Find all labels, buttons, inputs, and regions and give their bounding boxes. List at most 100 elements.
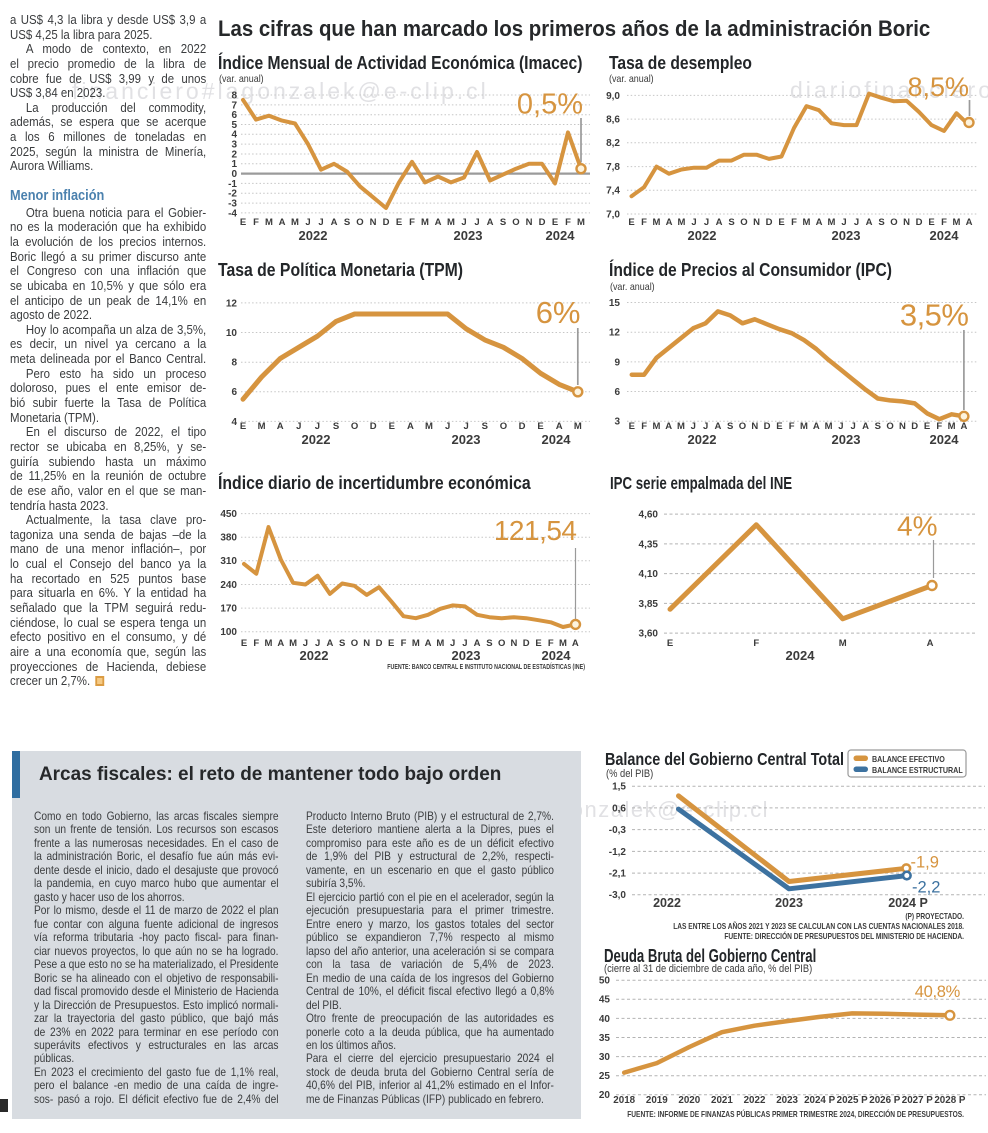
svg-text:N: N [370, 217, 377, 228]
svg-text:A: A [326, 638, 333, 649]
svg-text:2024: 2024 [542, 648, 572, 663]
svg-text:5: 5 [231, 120, 237, 131]
svg-text:M: M [803, 217, 811, 228]
svg-text:BALANCE ESTRUCTURAL: BALANCE ESTRUCTURAL [872, 766, 963, 775]
svg-text:A: A [277, 638, 284, 649]
svg-text:2027 P: 2027 P [902, 1095, 934, 1106]
svg-text:O: O [356, 217, 363, 228]
svg-text:J: J [462, 638, 467, 649]
svg-text:M: M [953, 217, 961, 228]
svg-text:-2,2: -2,2 [912, 879, 940, 897]
svg-text:-0,3: -0,3 [609, 825, 627, 836]
svg-text:6: 6 [231, 110, 237, 121]
svg-text:2024: 2024 [546, 228, 576, 243]
svg-text:J: J [691, 421, 696, 432]
svg-text:A: A [331, 217, 338, 228]
svg-text:8: 8 [231, 90, 237, 101]
svg-text:F: F [641, 217, 647, 228]
svg-text:4,60: 4,60 [639, 510, 659, 521]
svg-text:6%: 6% [536, 295, 581, 330]
svg-text:E: E [388, 638, 394, 649]
svg-text:450: 450 [220, 509, 237, 520]
svg-text:4%: 4% [897, 511, 937, 542]
svg-text:D: D [911, 421, 918, 432]
svg-text:2024 P: 2024 P [804, 1095, 836, 1106]
svg-text:S: S [482, 421, 488, 432]
svg-text:-1: -1 [228, 179, 237, 190]
svg-text:3,60: 3,60 [639, 629, 659, 640]
svg-text:2023: 2023 [775, 896, 803, 910]
svg-text:N: N [751, 421, 758, 432]
svg-text:2022: 2022 [299, 228, 328, 243]
svg-text:J: J [315, 638, 320, 649]
svg-text:E: E [776, 421, 782, 432]
svg-text:A: A [714, 421, 721, 432]
svg-text:S: S [875, 421, 881, 432]
svg-text:2024: 2024 [542, 432, 572, 447]
svg-text:N: N [526, 217, 533, 228]
svg-text:M: M [574, 421, 582, 432]
svg-text:S: S [344, 217, 350, 228]
svg-text:O: O [890, 217, 897, 228]
svg-text:15: 15 [609, 298, 621, 309]
svg-text:2023: 2023 [832, 228, 861, 243]
svg-text:2022: 2022 [300, 648, 329, 663]
svg-text:7,4: 7,4 [606, 186, 620, 197]
svg-text:2023: 2023 [776, 1095, 798, 1106]
svg-text:S: S [728, 217, 734, 228]
svg-text:LAS ENTRE LOS AÑOS 2021 Y 2023: LAS ENTRE LOS AÑOS 2021 Y 2023 SE CALCUL… [673, 921, 964, 931]
svg-text:E: E [629, 421, 635, 432]
svg-text:O: O [351, 421, 358, 432]
svg-text:-2: -2 [228, 189, 237, 200]
svg-text:40: 40 [599, 1014, 611, 1025]
svg-text:7: 7 [231, 100, 237, 111]
svg-text:3,5%: 3,5% [900, 298, 969, 333]
svg-text:30: 30 [599, 1052, 611, 1063]
svg-text:310: 310 [220, 556, 237, 567]
svg-text:A: A [665, 421, 672, 432]
svg-text:50: 50 [599, 976, 611, 987]
svg-text:S: S [339, 638, 345, 649]
svg-text:A: A [816, 217, 823, 228]
svg-text:J: J [474, 217, 479, 228]
svg-text:M: M [265, 638, 273, 649]
svg-text:J: J [303, 638, 308, 649]
svg-text:M: M [678, 217, 686, 228]
svg-text:2019: 2019 [646, 1095, 668, 1106]
svg-text:-2,1: -2,1 [609, 869, 627, 880]
svg-text:N: N [903, 217, 910, 228]
svg-text:D: D [376, 638, 383, 649]
svg-text:A: A [960, 421, 967, 432]
svg-text:F: F [791, 217, 797, 228]
svg-text:J: J [296, 421, 301, 432]
svg-text:F: F [409, 217, 415, 228]
svg-text:7,8: 7,8 [606, 162, 620, 173]
svg-text:12: 12 [609, 328, 621, 339]
svg-text:A: A [279, 217, 286, 228]
svg-text:J: J [691, 217, 696, 228]
svg-text:0,6: 0,6 [612, 803, 626, 814]
svg-text:100: 100 [220, 627, 237, 638]
svg-text:A: A [716, 217, 723, 228]
svg-text:2024: 2024 [786, 648, 816, 663]
svg-text:8,5%: 8,5% [907, 72, 969, 102]
svg-text:A: A [435, 217, 442, 228]
svg-text:2021: 2021 [711, 1095, 733, 1106]
svg-text:BALANCE EFECTIVO: BALANCE EFECTIVO [872, 755, 945, 764]
svg-text:M: M [948, 421, 956, 432]
svg-text:2022: 2022 [653, 896, 681, 910]
svg-text:M: M [425, 421, 433, 432]
svg-text:2023: 2023 [452, 432, 481, 447]
svg-text:A: A [556, 421, 563, 432]
svg-text:F: F [565, 217, 571, 228]
svg-text:1: 1 [231, 159, 237, 170]
svg-text:E: E [535, 638, 541, 649]
svg-text:J: J [445, 421, 450, 432]
svg-text:S: S [486, 638, 492, 649]
svg-text:N: N [753, 217, 760, 228]
svg-text:J: J [703, 421, 708, 432]
svg-text:A: A [425, 638, 432, 649]
svg-text:(P) PROYECTADO.: (P) PROYECTADO. [905, 911, 964, 921]
svg-text:J: J [315, 421, 320, 432]
svg-text:M: M [265, 217, 273, 228]
